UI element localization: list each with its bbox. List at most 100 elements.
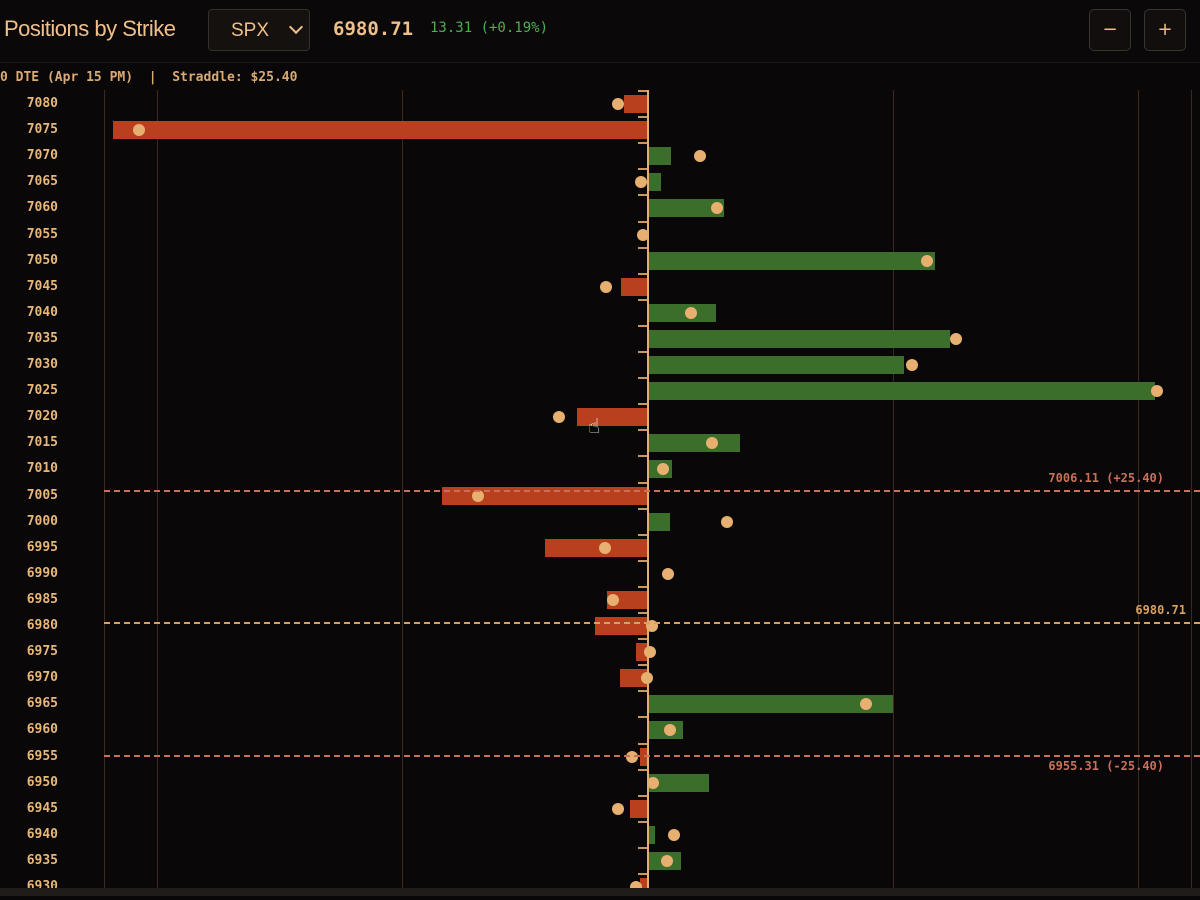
positive-bar[interactable] — [648, 512, 671, 531]
strike-row[interactable]: 6970 — [0, 665, 1200, 691]
strike-row[interactable]: 6990 — [0, 561, 1200, 587]
axis-tick — [638, 220, 648, 223]
position-marker-dot[interactable] — [600, 280, 613, 293]
positive-bar[interactable] — [648, 329, 951, 348]
strike-label: 6965 — [26, 696, 58, 712]
negative-bar[interactable] — [623, 95, 648, 113]
position-marker-dot[interactable] — [656, 463, 669, 476]
positive-bar[interactable] — [648, 173, 661, 192]
strike-label: 6935 — [26, 852, 58, 868]
axis-tick — [638, 116, 648, 119]
zoom-in-button[interactable]: + — [1144, 9, 1186, 51]
strike-row[interactable]: 6950 — [0, 770, 1200, 796]
axis-tick — [638, 377, 648, 380]
strike-row[interactable]: 7070 — [0, 143, 1200, 169]
strike-row[interactable]: 7040 — [0, 300, 1200, 326]
position-marker-dot[interactable] — [921, 254, 934, 267]
position-marker-dot[interactable] — [693, 150, 706, 163]
axis-tick — [638, 638, 648, 641]
negative-bar[interactable] — [621, 277, 648, 296]
position-marker-dot[interactable] — [720, 515, 733, 528]
axis-tick — [638, 559, 648, 562]
position-marker-dot[interactable] — [634, 176, 647, 189]
position-marker-dot[interactable] — [612, 98, 625, 110]
position-marker-dot[interactable] — [598, 541, 611, 554]
strike-row[interactable]: 6995 — [0, 535, 1200, 561]
positive-bar[interactable] — [648, 434, 741, 453]
strike-row[interactable]: 6975 — [0, 639, 1200, 665]
strike-row[interactable]: 7075 — [0, 117, 1200, 143]
strike-row[interactable]: 7065 — [0, 169, 1200, 195]
position-marker-dot[interactable] — [1151, 385, 1164, 398]
position-marker-dot[interactable] — [685, 306, 698, 319]
position-marker-dot[interactable] — [661, 854, 674, 867]
position-marker-dot[interactable] — [949, 332, 962, 345]
negative-bar[interactable] — [620, 669, 648, 688]
strike-label: 7040 — [26, 304, 58, 320]
strike-row[interactable]: 6945 — [0, 796, 1200, 822]
negative-bar[interactable] — [595, 617, 648, 635]
strike-row[interactable]: 7045 — [0, 274, 1200, 300]
position-marker-dot[interactable] — [667, 828, 680, 841]
strike-row[interactable]: 7020 — [0, 404, 1200, 430]
strike-row[interactable]: 7060 — [0, 195, 1200, 221]
expiry-label: 0 DTE (Apr 15 PM) — [0, 70, 134, 85]
horizontal-scrollbar[interactable] — [0, 888, 1200, 896]
strike-row[interactable]: 7025 — [0, 378, 1200, 404]
positive-bar[interactable] — [648, 251, 935, 270]
strike-label: 7060 — [26, 200, 58, 216]
axis-tick — [638, 403, 648, 406]
position-marker-dot[interactable] — [906, 359, 919, 371]
negative-bar[interactable] — [576, 408, 648, 427]
position-marker-dot[interactable] — [643, 646, 656, 659]
strike-row[interactable]: 7030 — [0, 352, 1200, 378]
position-marker-dot[interactable] — [637, 228, 650, 241]
position-marker-dot[interactable] — [646, 776, 659, 789]
strike-row[interactable]: 6960 — [0, 717, 1200, 743]
positive-bar[interactable] — [648, 199, 724, 218]
axis-tick — [638, 246, 648, 249]
strike-row[interactable]: 6985 — [0, 587, 1200, 613]
strike-row[interactable]: 6940 — [0, 822, 1200, 848]
strike-label: 7015 — [26, 435, 58, 451]
strike-row[interactable]: 7080 — [0, 91, 1200, 117]
position-marker-dot[interactable] — [132, 124, 145, 137]
negative-bar[interactable] — [545, 538, 648, 557]
negative-bar[interactable] — [639, 878, 648, 896]
strike-row[interactable]: 7050 — [0, 248, 1200, 274]
negative-bar[interactable] — [112, 121, 648, 140]
zoom-out-button[interactable]: − — [1089, 9, 1131, 51]
positions-chart[interactable]: 7080 7075 7070 7065 7060 7055 7050 7045 7040 7035… — [0, 90, 1200, 896]
positive-bar[interactable] — [648, 147, 672, 166]
strike-row[interactable]: 6930 — [0, 874, 1200, 900]
position-marker-dot[interactable] — [711, 202, 724, 215]
positive-bar[interactable] — [648, 382, 1155, 401]
symbol-select[interactable]: SPX — [208, 9, 310, 51]
negative-bar[interactable] — [630, 799, 648, 818]
positive-bar[interactable] — [648, 695, 893, 714]
strike-row[interactable]: 7005 — [0, 483, 1200, 509]
positive-bar[interactable] — [648, 303, 717, 322]
strike-row[interactable]: 7055 — [0, 222, 1200, 248]
strike-row[interactable]: 7000 — [0, 509, 1200, 535]
positive-bar[interactable] — [648, 356, 905, 374]
position-marker-dot[interactable] — [553, 411, 566, 424]
positive-bar[interactable] — [648, 825, 656, 844]
position-marker-dot[interactable] — [606, 593, 619, 606]
positive-bar[interactable] — [648, 773, 709, 792]
strike-row[interactable]: 7035 — [0, 326, 1200, 352]
strike-row[interactable]: 7015 — [0, 430, 1200, 456]
axis-tick — [638, 664, 648, 667]
position-marker-dot[interactable] — [612, 802, 625, 815]
position-marker-dot[interactable] — [662, 567, 675, 580]
position-marker-dot[interactable] — [860, 698, 873, 711]
position-marker-dot[interactable] — [471, 489, 484, 502]
strike-row[interactable]: 6965 — [0, 691, 1200, 717]
spot-reference-line — [104, 622, 1200, 625]
position-marker-dot[interactable] — [705, 437, 718, 450]
strike-row[interactable]: 6935 — [0, 848, 1200, 874]
axis-tick — [638, 298, 648, 301]
strike-row[interactable]: 6980 — [0, 613, 1200, 639]
position-marker-dot[interactable] — [664, 724, 677, 737]
strike-row[interactable]: 7010 — [0, 456, 1200, 482]
